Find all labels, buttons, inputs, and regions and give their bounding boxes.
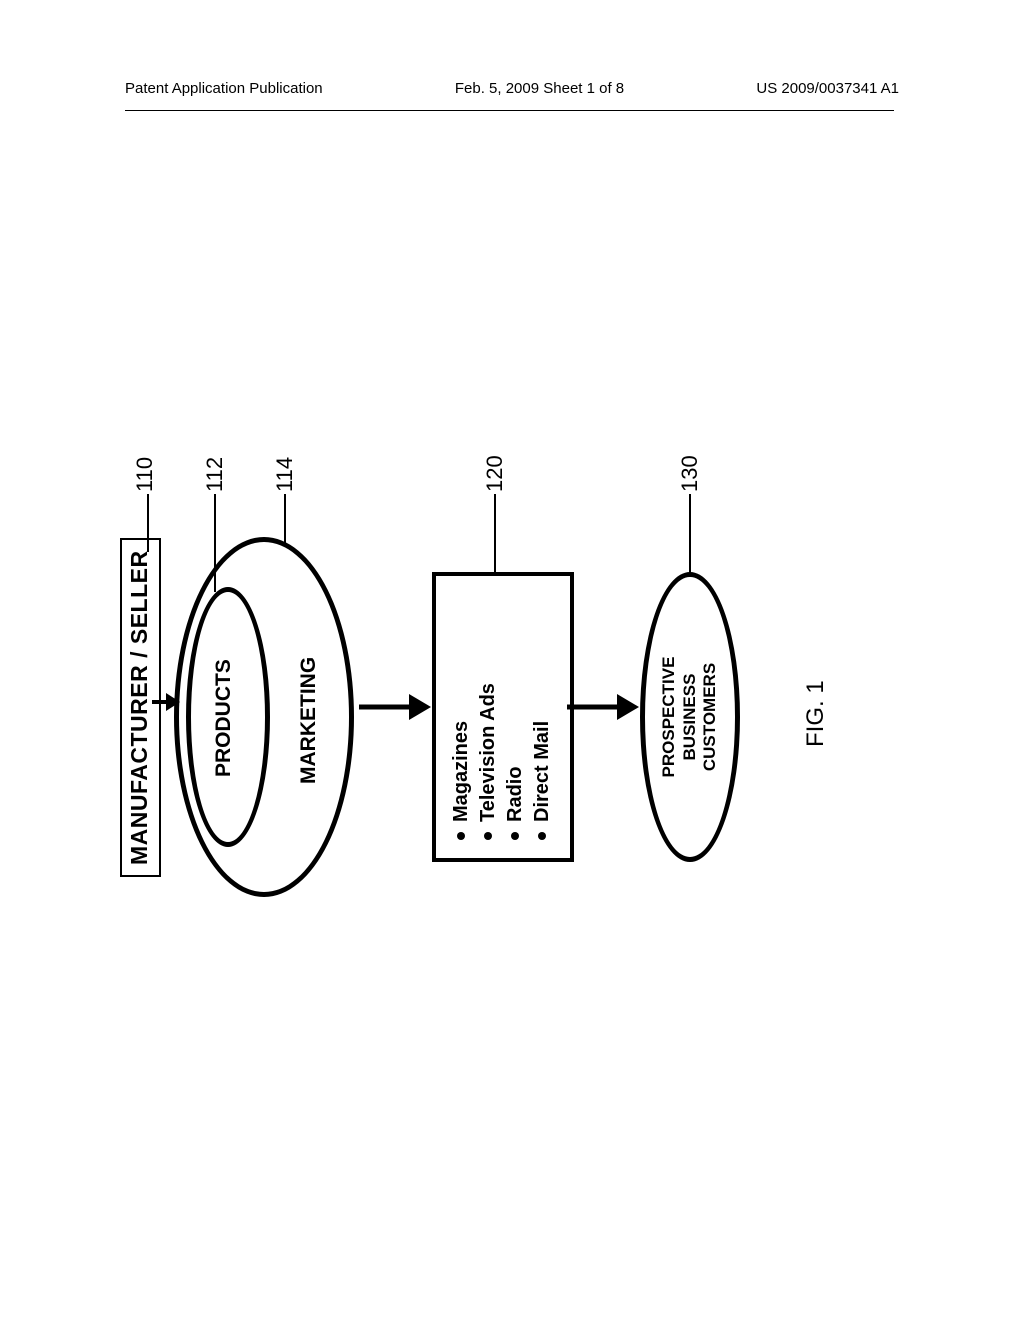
channel-item: Radio (502, 588, 529, 840)
reference-number: 110 (132, 457, 158, 492)
page-header: Patent Application Publication Feb. 5, 2… (0, 80, 1024, 97)
reference-number: 112 (202, 457, 228, 492)
products-label: PRODUCTS (212, 659, 236, 777)
ref-leader-line (284, 494, 286, 544)
customers-ellipse: PROSPECTIVE BUSINESS CUSTOMERS (640, 572, 740, 862)
customers-line: PROSPECTIVE (659, 657, 679, 778)
channels-box: Magazines Television Ads Radio Direct Ma… (432, 572, 574, 862)
reference-number: 130 (677, 455, 703, 492)
figure-label: FIG. 1 (802, 680, 830, 747)
diagram: MANUFACTURER / SELLER PRODUCTS MARKETING… (112, 348, 912, 972)
reference-number: 114 (272, 457, 298, 492)
reference-number: 120 (482, 455, 508, 492)
channel-item: Magazines (448, 588, 475, 840)
header-center: Feb. 5, 2009 Sheet 1 of 8 (455, 80, 624, 97)
header-rule (125, 110, 894, 111)
header-right: US 2009/0037341 A1 (756, 80, 899, 97)
ref-leader-line (689, 494, 691, 574)
header-left: Patent Application Publication (125, 80, 323, 97)
ref-leader-line (147, 494, 149, 552)
customers-line: CUSTOMERS (700, 663, 720, 771)
ref-leader-line (214, 494, 216, 592)
diagram-container: MANUFACTURER / SELLER PRODUCTS MARKETING… (112, 348, 912, 972)
channel-item: Television Ads (475, 588, 502, 840)
arrow-icon (359, 687, 434, 727)
channel-item: Direct Mail (529, 588, 556, 840)
customers-line: BUSINESS (680, 674, 700, 761)
marketing-label: MARKETING (297, 657, 321, 784)
manufacturer-label: MANUFACTURER / SELLER (126, 550, 152, 865)
arrow-icon (567, 687, 642, 727)
ref-leader-line (494, 494, 496, 572)
